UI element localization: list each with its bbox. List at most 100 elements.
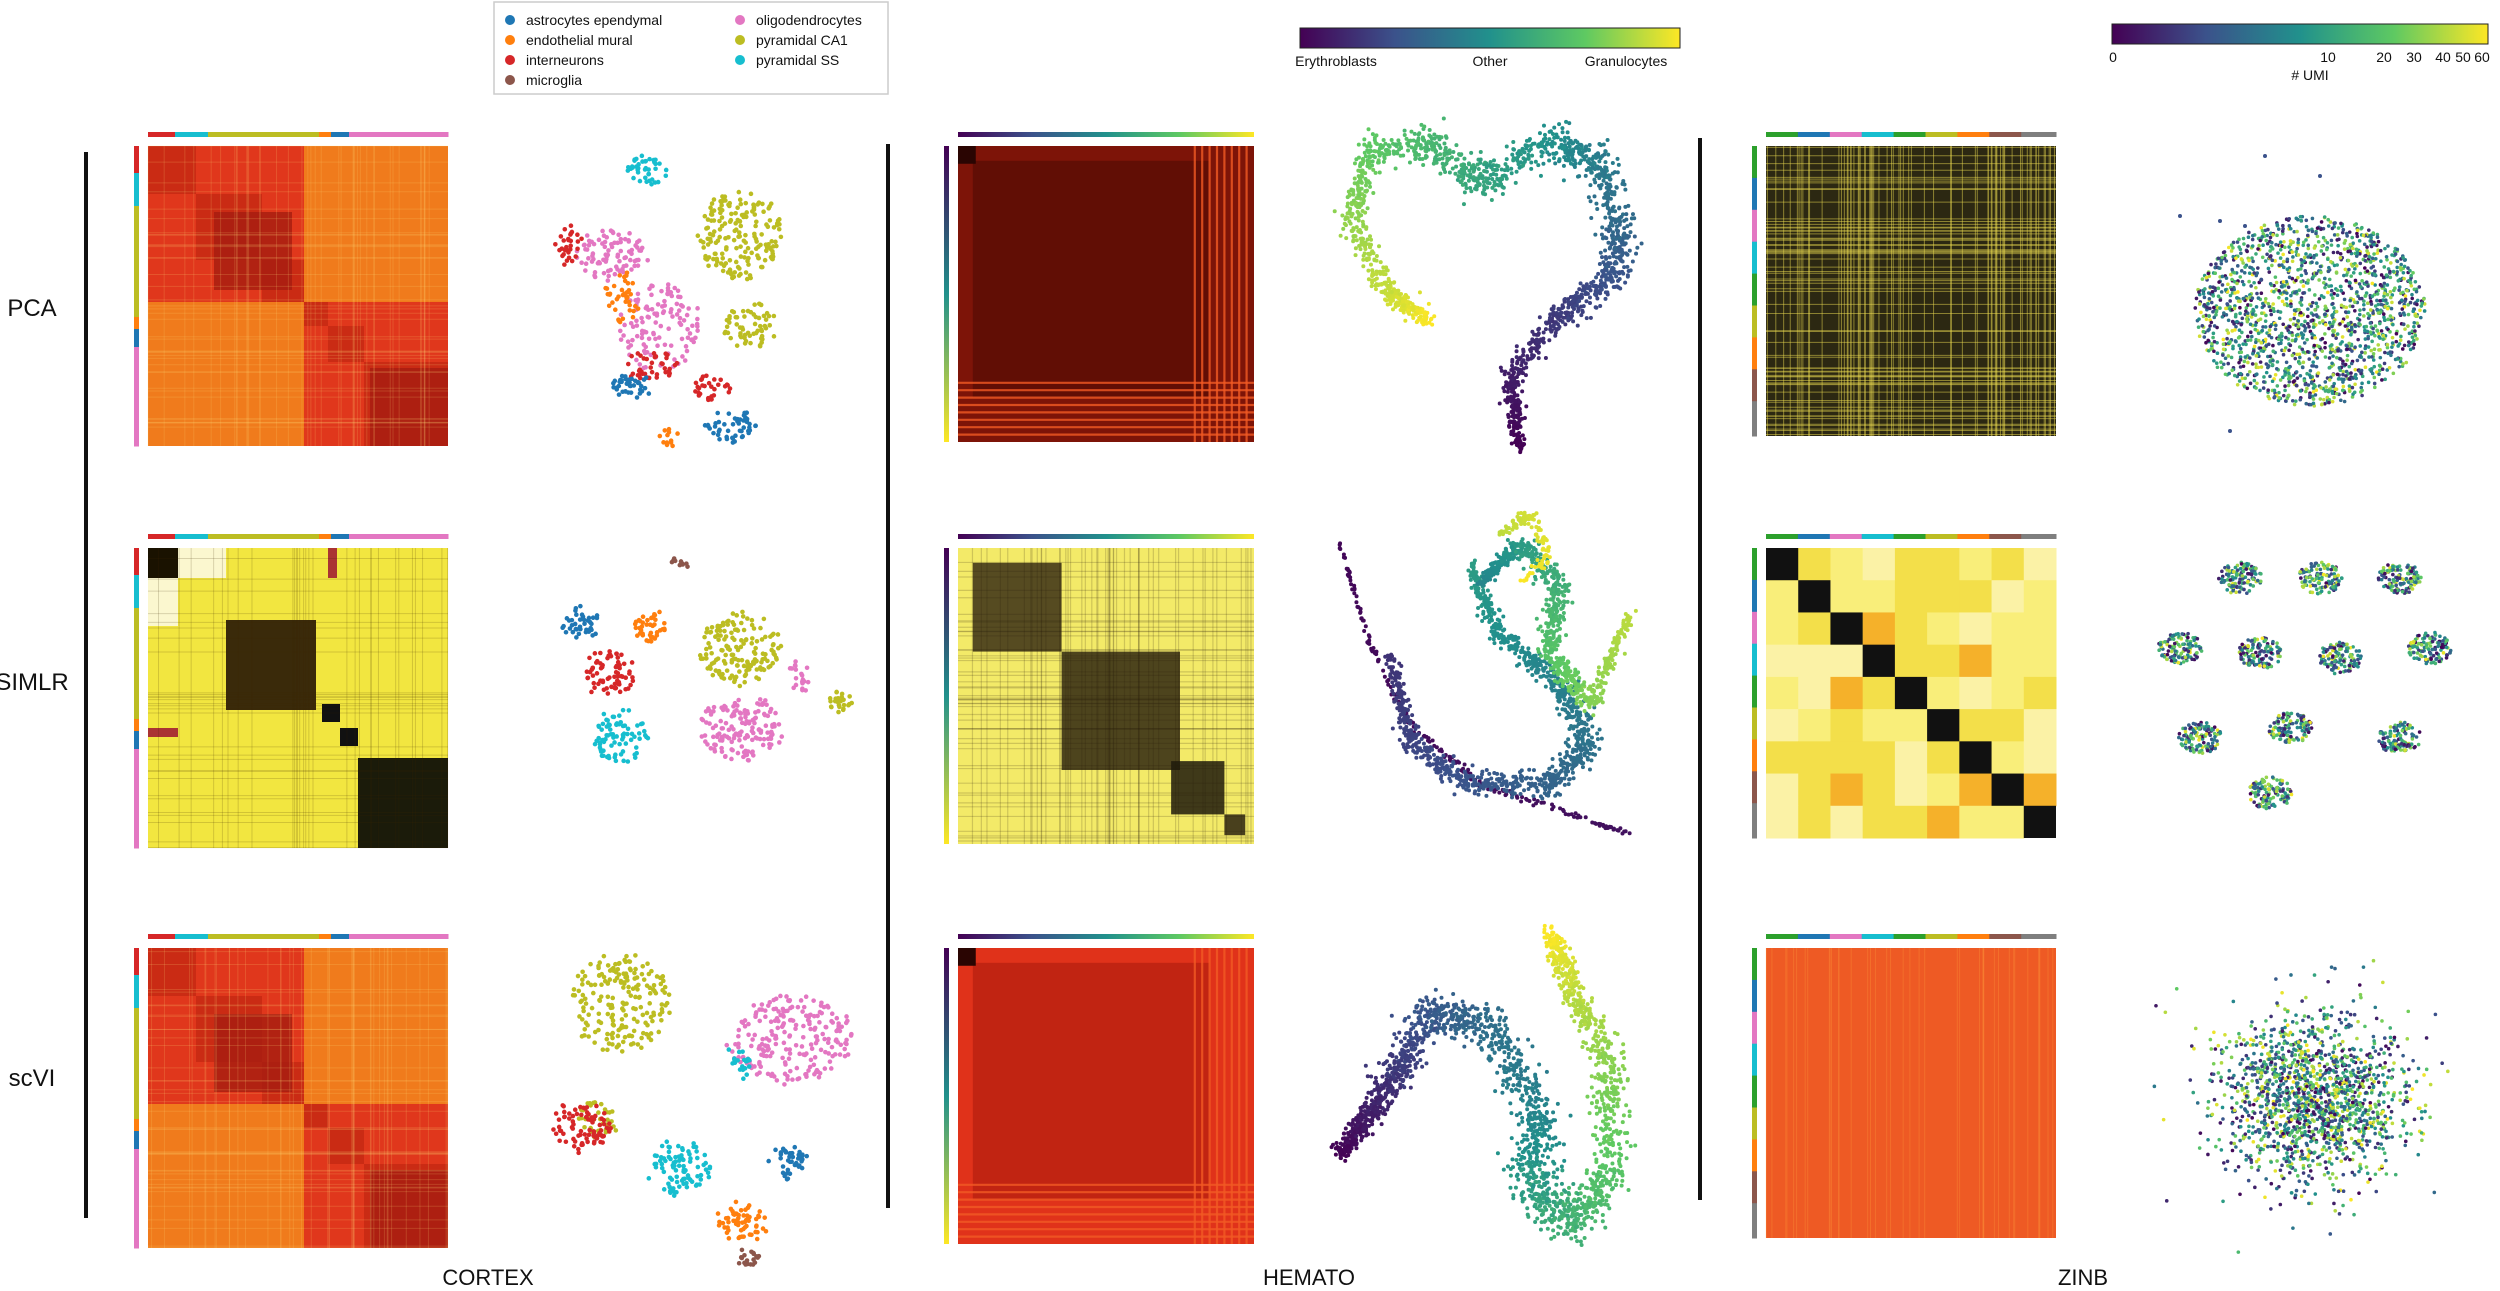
- scatter-point: [1372, 138, 1377, 143]
- scatter-point: [2353, 308, 2357, 313]
- scatter-point: [2329, 284, 2334, 288]
- scatter-point: [654, 311, 660, 316]
- scatter-point: [613, 685, 619, 691]
- scatter-point: [1537, 315, 1542, 320]
- scatter-point: [2337, 237, 2341, 242]
- scatter-point: [640, 319, 645, 325]
- scatter-point: [1622, 226, 1627, 231]
- scatter-point: [657, 161, 662, 166]
- scatter-point: [1567, 144, 1572, 149]
- scatter-point: [617, 328, 623, 334]
- scatter-point: [2243, 355, 2248, 359]
- scatter-point: [751, 202, 756, 208]
- scatter-point: [587, 655, 592, 661]
- scatter-point: [716, 668, 722, 674]
- scatter-point: [1513, 180, 1518, 185]
- scatter-point: [2363, 254, 2367, 258]
- scatter-point: [1614, 274, 1619, 279]
- scatter-point: [2376, 343, 2381, 347]
- scatter-point: [1572, 158, 1577, 163]
- scatter-point: [2321, 280, 2326, 285]
- scatter-point: [650, 283, 655, 289]
- scatter-point: [740, 327, 746, 332]
- scatter-point: [628, 383, 633, 389]
- scatter-point: [2350, 385, 2355, 390]
- scatter-point: [2398, 265, 2403, 270]
- scatter-point: [631, 175, 636, 181]
- scatter-point: [2252, 271, 2256, 275]
- scatter-point: [2272, 388, 2277, 393]
- scatter-point: [2245, 372, 2250, 377]
- scatter-point: [2247, 271, 2252, 275]
- scatter-point: [1566, 297, 1571, 302]
- scatter-point: [2306, 307, 2310, 311]
- scatter-point: [2375, 329, 2380, 333]
- scatter-point: [2287, 275, 2292, 280]
- scatter-point: [740, 609, 745, 615]
- scatter-point: [1604, 168, 1609, 173]
- scatter-point: [2264, 238, 2268, 243]
- scatter-point: [1455, 177, 1460, 182]
- scatter-point: [668, 343, 674, 348]
- scatter-point: [1500, 173, 1505, 178]
- scatter-point: [634, 333, 640, 339]
- heatmap-side-annotation-segment: [134, 608, 139, 699]
- scatter-point: [1347, 192, 1352, 197]
- scatter-point: [2237, 343, 2242, 348]
- scatter-point: [1600, 225, 1605, 230]
- scatter-point: [2213, 271, 2218, 276]
- scatter-point: [1571, 294, 1576, 299]
- scatter-point: [1509, 373, 1514, 378]
- scatter-point: [1401, 308, 1406, 313]
- scatter-point: [2377, 363, 2382, 368]
- scatter-point: [2405, 288, 2409, 293]
- scatter-point: [741, 418, 746, 423]
- scatter-point: [2302, 324, 2306, 328]
- scatter-point: [771, 631, 776, 637]
- scatter-point: [2245, 338, 2250, 343]
- scatter-point: [2406, 312, 2411, 317]
- scatter-point: [1401, 299, 1406, 304]
- scatter-point: [1353, 253, 1358, 258]
- hemato-colorbar-gradient: [1299, 27, 1681, 49]
- scatter-point: [2401, 362, 2405, 366]
- scatter-point: [2362, 302, 2366, 307]
- scatter-point: [1450, 166, 1455, 171]
- scatter-point: [2341, 380, 2345, 384]
- scatter-point: [2344, 279, 2349, 283]
- scatter-point: [2330, 296, 2335, 300]
- scatter-point: [1407, 160, 1412, 165]
- scatter-point: [1573, 161, 1578, 166]
- scatter-point: [2353, 367, 2358, 372]
- scatter-point: [1468, 186, 1473, 191]
- scatter-point: [2215, 365, 2220, 370]
- scatter-point: [2219, 290, 2224, 294]
- scatter-point: [717, 218, 722, 224]
- scatter-point: [2348, 249, 2352, 253]
- scatter-point: [2294, 278, 2298, 283]
- scatter-point: [1624, 251, 1629, 256]
- scatter-point: [2281, 393, 2286, 398]
- scatter-point: [1617, 270, 1622, 275]
- scatter-point: [1606, 173, 1611, 178]
- scatter-point: [1628, 268, 1633, 273]
- scatter-point: [2275, 233, 2279, 238]
- scatter-point: [1458, 169, 1463, 174]
- scatter-point: [1621, 271, 1626, 276]
- scatter-point: [590, 615, 596, 621]
- scatter-point: [2393, 252, 2398, 256]
- scatter-point: [2218, 298, 2223, 302]
- scatter-point: [2240, 330, 2244, 335]
- scatter-point: [1618, 256, 1623, 261]
- scatter-point: [1622, 265, 1627, 270]
- scatter-point: [1429, 140, 1434, 145]
- scatter-point: [719, 726, 725, 731]
- scatter-point: [1579, 304, 1584, 309]
- scatter-point: [2267, 328, 2272, 332]
- scatter-point: [1416, 132, 1421, 137]
- scatter-point: [2348, 242, 2353, 247]
- scatter-point: [1504, 144, 1509, 149]
- scatter-point: [2312, 322, 2316, 326]
- heatmap-top-annotation-segment: [1893, 132, 1926, 137]
